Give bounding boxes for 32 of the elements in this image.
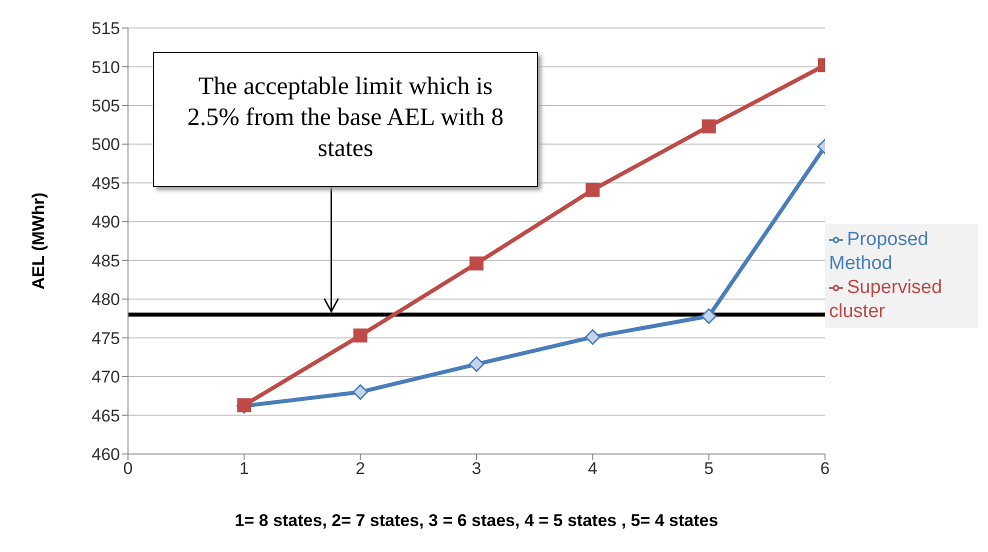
point bbox=[352, 384, 368, 400]
y-tick-label: 470 bbox=[92, 368, 120, 387]
y-tick-label: 480 bbox=[92, 290, 120, 310]
y-tick-label: 500 bbox=[92, 135, 120, 154]
point bbox=[701, 308, 717, 324]
point bbox=[586, 182, 600, 197]
y-tick-label: 505 bbox=[92, 96, 120, 116]
x-tick-label: 1 bbox=[239, 459, 249, 478]
y-tick-label: 460 bbox=[92, 445, 120, 464]
x-tick-label: 2 bbox=[356, 459, 366, 478]
x-tick-label: 0 bbox=[123, 459, 133, 478]
x-axis-title: 1= 8 states, 2= 7 states, 3 = 6 staes, 4 = 5 states , 5= 4 states bbox=[234, 511, 718, 530]
point bbox=[470, 256, 484, 270]
annotation: The acceptable limit which is 2.5% from the base AEL with 8 states bbox=[186, 72, 505, 164]
point bbox=[702, 119, 716, 134]
legend-label: Supervised cluster bbox=[829, 277, 942, 322]
x-tick-label: 4 bbox=[588, 459, 598, 478]
y-tick-label: 475 bbox=[92, 328, 120, 348]
y-tick-label: 515 bbox=[92, 19, 120, 38]
x-tick-label: 6 bbox=[820, 459, 830, 478]
x-tick-label: 5 bbox=[704, 459, 714, 478]
legend-label: Proposed Method bbox=[829, 229, 928, 274]
y-tick-label: 485 bbox=[92, 251, 120, 270]
y-tick-label: 495 bbox=[92, 174, 120, 193]
y-tick-label: 510 bbox=[92, 58, 120, 77]
y-tick-label: 490 bbox=[92, 212, 120, 232]
y-tick-label: 465 bbox=[92, 406, 120, 426]
x-tick-label: 3 bbox=[472, 459, 482, 478]
point bbox=[584, 329, 600, 345]
y-axis-title: AEL (MWhr) bbox=[29, 192, 48, 290]
point bbox=[468, 356, 484, 372]
point bbox=[353, 328, 368, 342]
